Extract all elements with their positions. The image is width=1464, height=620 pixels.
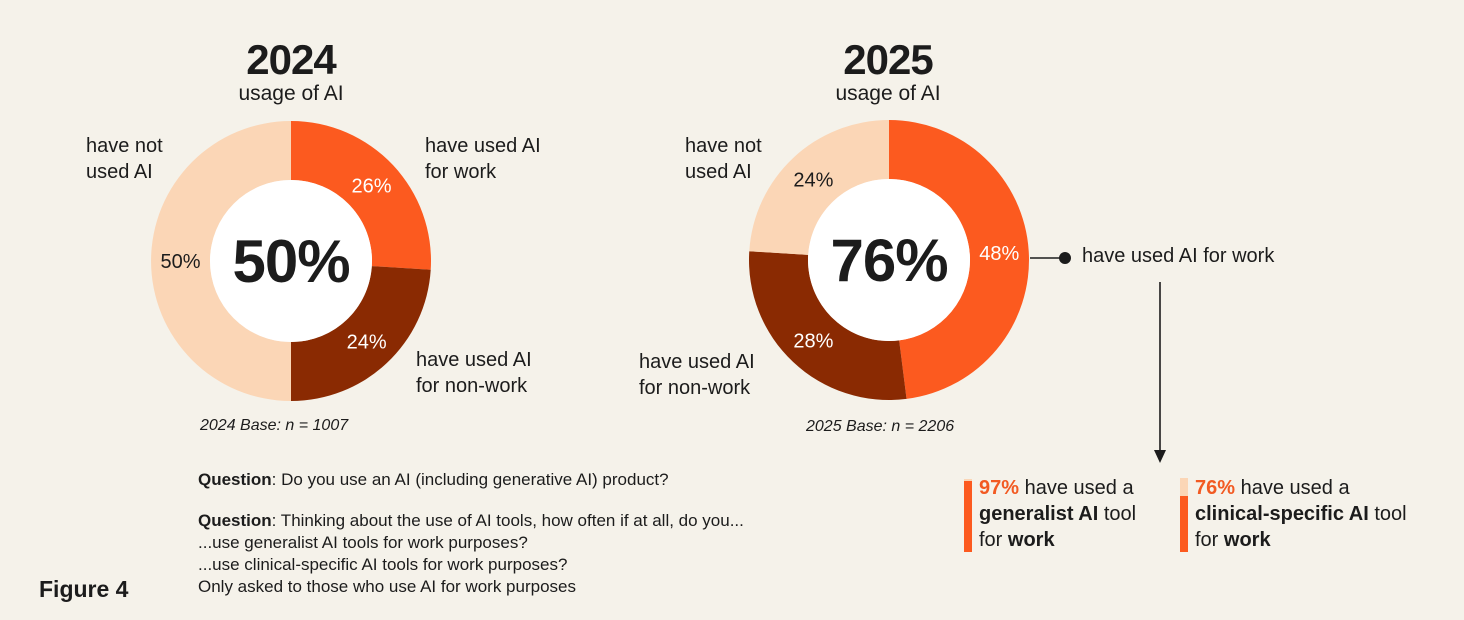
donut-slice-non-work [749, 251, 907, 400]
chart-2025-title: 2025 [843, 36, 933, 83]
donut-slice-work [291, 121, 432, 270]
generalist-pct: 97% [979, 477, 1020, 499]
slice-percent-label: 50% [160, 251, 200, 273]
legend-line: have used AI [416, 349, 532, 371]
question-line: ...use generalist AI tools for work purp… [198, 533, 528, 552]
donut-chart-2025: 48% 28% 24% 76% [749, 120, 1029, 400]
stat-text: for [979, 529, 1008, 551]
question-line: Question: Thinking about the use of AI t… [198, 510, 744, 532]
stat-text: tool [1368, 503, 1407, 525]
donut-slice-not-used [749, 120, 889, 255]
question-2: Question: Thinking about the use of AI t… [198, 510, 744, 598]
callout-connector [1030, 252, 1166, 463]
clinical-bar-fill [1180, 495, 1188, 552]
question-line: Only asked to those who use AI for work … [198, 577, 576, 596]
clinical-stat: 76% have used a clinical-specific AI too… [1195, 475, 1407, 553]
stat-bold: clinical-specific AI [1195, 503, 1369, 525]
slice-percent-label: 28% [793, 331, 833, 353]
stat-line: generalist AI tool [979, 501, 1136, 527]
stat-text: have used a [1235, 477, 1350, 499]
stat-text: for [1195, 529, 1224, 551]
legend-line: have used AI [425, 135, 541, 157]
donut-slice-not-used [151, 121, 291, 401]
legend-nonwork-2024: have used AI for non-work [416, 347, 532, 399]
base-note-2025: 2025 Base: n = 2206 [806, 418, 955, 435]
donut-center-value: 76% [830, 227, 947, 294]
stat-text: tool [1098, 503, 1137, 525]
generalist-bar-fill [964, 481, 972, 552]
generalist-bar [964, 479, 972, 552]
legend-line: have not [86, 135, 163, 157]
legend-not-used-2024: have not used AI [86, 133, 163, 185]
figure-label: Figure 4 [39, 576, 129, 602]
base-note-2024: 2024 Base: n = 1007 [200, 417, 349, 434]
slice-percent-label: 48% [979, 243, 1019, 265]
donut-slice-work [889, 120, 1029, 399]
legend-nonwork-2025: have used AI for non-work [639, 349, 755, 401]
stat-text: have used a [1019, 477, 1134, 499]
question-1: Question: Do you use an AI (including ge… [198, 469, 669, 491]
donut-chart-2024: 26% 24% 50% 50% [151, 121, 432, 401]
donut-center-value: 50% [232, 228, 349, 295]
donut-slice-non-work [291, 266, 431, 401]
clinical-pct: 76% [1195, 477, 1236, 499]
question-text: : Thinking about the use of AI tools, ho… [271, 511, 744, 530]
slice-percent-label: 24% [793, 169, 833, 191]
legend-line: have used AI [639, 351, 755, 373]
question-label: Question [198, 470, 272, 489]
donut-center [808, 179, 970, 341]
stat-bold: work [1007, 529, 1055, 551]
legend-line: for non-work [416, 375, 528, 397]
slice-percent-label: 24% [347, 332, 387, 354]
legend-line: used AI [86, 161, 153, 183]
legend-work-2024: have used AI for work [425, 133, 541, 185]
generalist-stat: 97% have used a generalist AI tool for w… [979, 475, 1136, 553]
legend-not-used-2025: have not used AI [685, 133, 762, 185]
chart-2024-subtitle: usage of AI [238, 82, 344, 105]
question-line: ...use clinical-specific AI tools for wo… [198, 555, 568, 574]
legend-line: used AI [685, 161, 752, 183]
clinical-bar-rest [1180, 478, 1188, 496]
clinical-bar [1180, 478, 1188, 552]
legend-line: have not [685, 135, 762, 157]
chart-2024-title: 2024 [246, 36, 336, 83]
legend-line: for work [425, 161, 497, 183]
stat-bold: generalist AI [979, 503, 1099, 525]
stat-line: clinical-specific AI tool [1195, 501, 1407, 527]
legend-line: for non-work [639, 377, 751, 399]
stat-line: for work [979, 527, 1136, 553]
stat-line: 97% have used a [979, 475, 1136, 501]
donut-center [210, 180, 372, 342]
slice-percent-label: 26% [352, 175, 392, 197]
legend-work-2025: have used AI for work [1082, 245, 1275, 267]
question-text: : Do you use an AI (including generative… [271, 470, 669, 489]
stat-bold: work [1223, 529, 1271, 551]
stat-line: 76% have used a [1195, 475, 1407, 501]
generalist-bar-rest [964, 479, 972, 482]
chart-2025-subtitle: usage of AI [835, 82, 941, 105]
callout-arrowhead [1154, 450, 1166, 463]
question-label: Question [198, 511, 272, 530]
stat-line: for work [1195, 527, 1407, 553]
callout-dot [1059, 252, 1071, 264]
